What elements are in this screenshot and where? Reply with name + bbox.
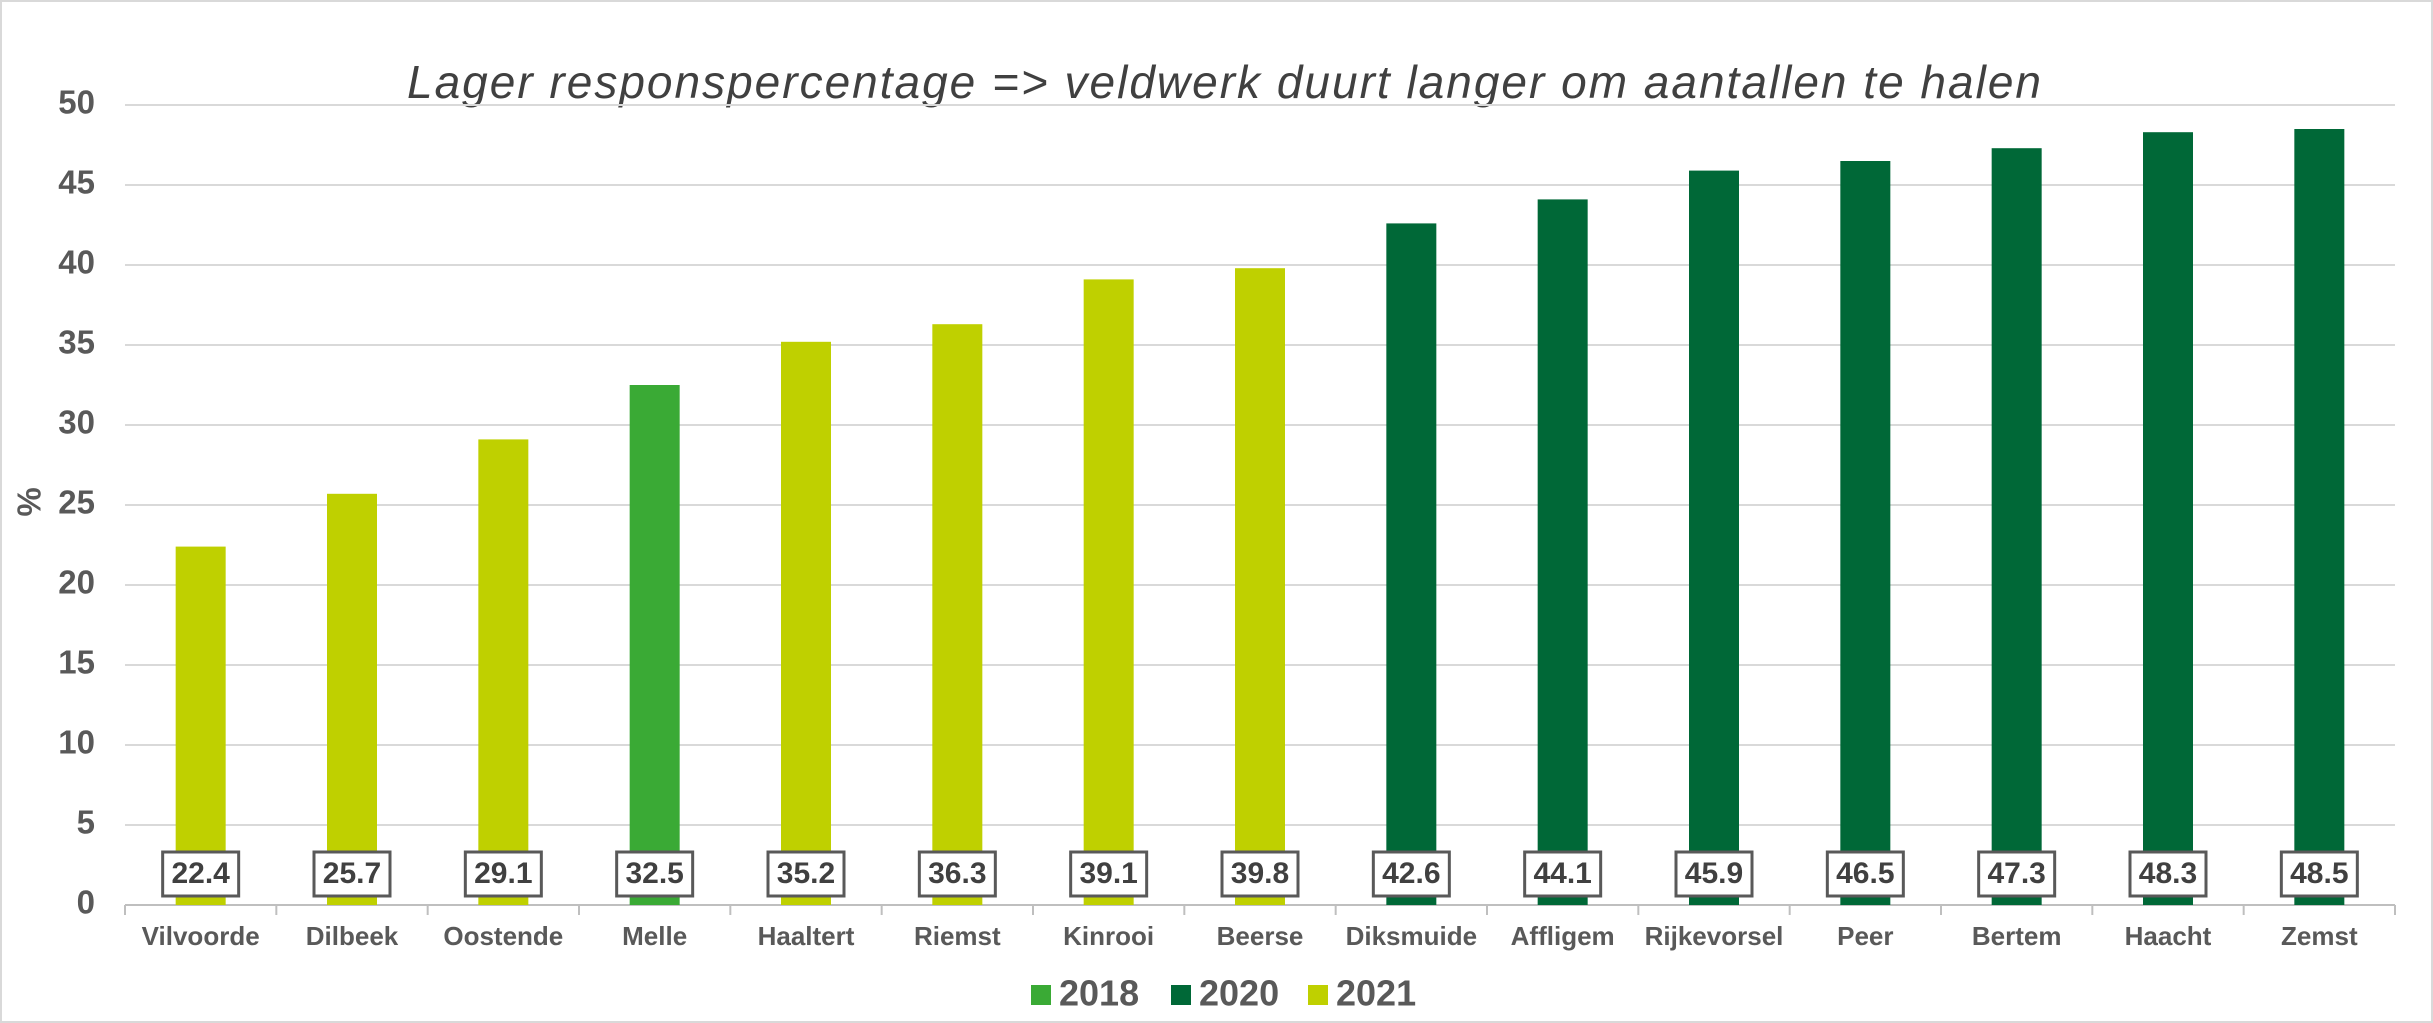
value-label: 39.1 (1079, 857, 1137, 890)
bar (781, 341, 831, 905)
value-label: 39.8 (1231, 857, 1289, 890)
bar (2143, 132, 2193, 905)
legend-label: 2020 (1199, 973, 1279, 1014)
y-tick-label: 25 (58, 484, 95, 521)
value-label: 48.5 (2290, 857, 2348, 890)
value-label-box (1825, 850, 1905, 898)
x-tick-label: Beerse (1217, 921, 1304, 951)
bar (1689, 170, 1739, 906)
value-label-box (1220, 850, 1300, 898)
value-label: 22.4 (171, 857, 230, 890)
bar (1537, 199, 1588, 905)
y-tick-label: 30 (58, 404, 95, 441)
value-label-box (161, 850, 241, 898)
legend-swatch (1031, 985, 1051, 1005)
x-tick-label: Riemst (914, 921, 1001, 951)
legend-label: 2018 (1059, 973, 1139, 1014)
value-label: 47.3 (1987, 857, 2045, 890)
legend-swatch (1171, 985, 1191, 1005)
x-tick-label: Peer (1837, 921, 1893, 951)
bar (327, 493, 377, 905)
x-tick-label: Haaltert (758, 921, 855, 951)
value-label: 25.7 (323, 857, 381, 890)
value-label-box (917, 850, 997, 898)
y-tick-label: 15 (58, 644, 95, 681)
bar (629, 385, 680, 905)
x-tick-label: Rijkevorsel (1645, 921, 1784, 951)
y-axis-label: % (11, 487, 48, 516)
y-tick-label: 20 (58, 564, 95, 601)
bar (1991, 148, 2042, 905)
value-label: 36.3 (928, 857, 986, 890)
value-label-box (1069, 850, 1149, 898)
x-tick-label: Bertem (1972, 921, 2062, 951)
value-label-box (1674, 850, 1754, 898)
value-label-box (615, 850, 695, 898)
value-label: 32.5 (625, 857, 683, 890)
value-label: 46.5 (1836, 857, 1894, 890)
x-tick-label: Affligem (1511, 921, 1615, 951)
value-label: 42.6 (1382, 857, 1440, 890)
x-tick-label: Haacht (2125, 921, 2212, 951)
bar (1840, 161, 1891, 905)
y-tick-label: 0 (77, 884, 95, 921)
value-label: 44.1 (1533, 857, 1591, 890)
bar (932, 324, 983, 905)
value-label-box (2279, 850, 2359, 898)
bar (175, 546, 226, 905)
value-label-box (2128, 850, 2208, 898)
y-tick-label: 10 (58, 724, 95, 761)
x-tick-label: Vilvoorde (142, 921, 260, 951)
x-tick-label: Kinrooi (1063, 921, 1154, 951)
value-label-box (1523, 850, 1603, 898)
value-label-box (766, 850, 846, 898)
value-label-box (1977, 850, 2057, 898)
bar (1083, 279, 1134, 905)
y-tick-label: 45 (58, 164, 95, 201)
value-label: 35.2 (777, 857, 835, 890)
bar (1235, 268, 1285, 905)
value-label-box (1371, 850, 1451, 898)
y-tick-label: 40 (58, 244, 95, 281)
value-label-box (312, 850, 392, 898)
value-label: 29.1 (474, 857, 532, 890)
x-tick-label: Diksmuide (1346, 921, 1478, 951)
x-tick-label: Dilbeek (306, 921, 399, 951)
y-tick-label: 5 (77, 804, 95, 841)
bar (2294, 129, 2345, 905)
x-tick-label: Melle (622, 921, 687, 951)
x-tick-label: Oostende (443, 921, 563, 951)
value-label: 48.3 (2139, 857, 2197, 890)
value-label: 45.9 (1685, 857, 1743, 890)
bar (478, 439, 529, 905)
legend-swatch (1308, 985, 1328, 1005)
chart-title: Lager responspercentage => veldwerk duur… (407, 56, 2043, 108)
y-tick-label: 50 (58, 84, 95, 121)
x-tick-label: Zemst (2281, 921, 2358, 951)
value-label-box (463, 850, 543, 898)
y-tick-label: 35 (58, 324, 95, 361)
legend-label: 2021 (1336, 973, 1416, 1014)
bar (1386, 223, 1437, 905)
